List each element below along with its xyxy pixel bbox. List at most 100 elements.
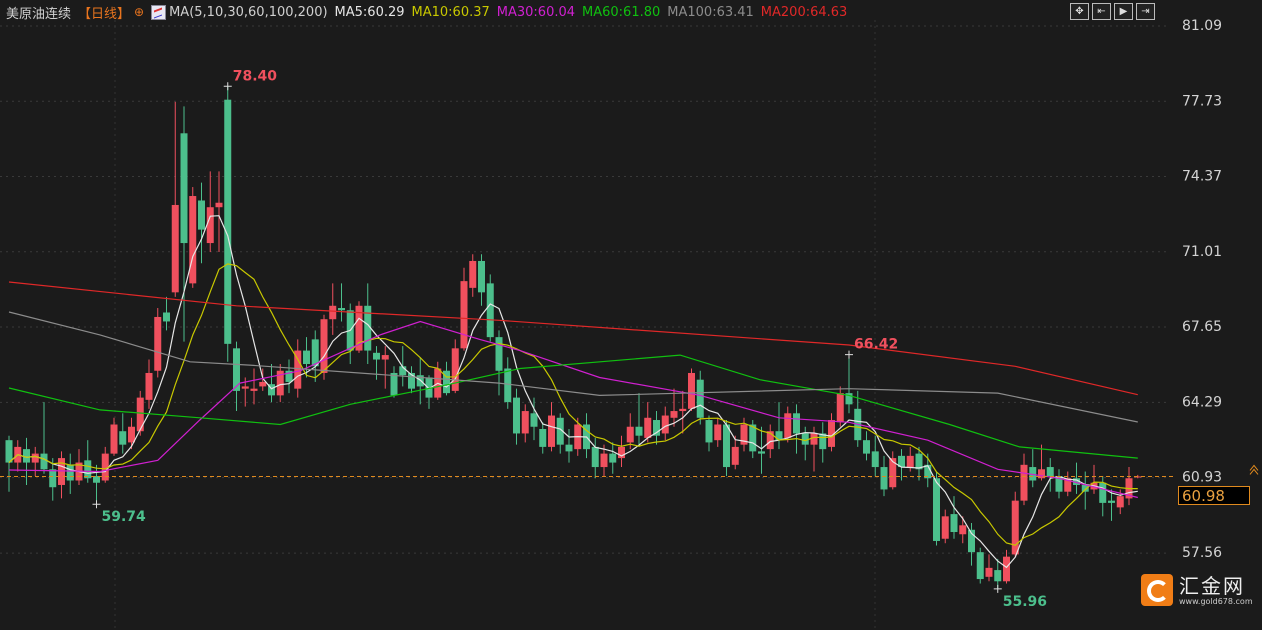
- period-selector[interactable]: 【日线】: [78, 6, 131, 22]
- candle: [985, 554, 993, 582]
- candle-body: [101, 453, 109, 481]
- candle-body: [521, 411, 529, 434]
- candle-body: [898, 455, 905, 468]
- play-step-icon[interactable]: ▶: [1114, 3, 1133, 20]
- candle-body: [775, 431, 783, 441]
- candle-body: [408, 372, 415, 389]
- candle: [714, 417, 722, 447]
- candle-body: [758, 451, 765, 454]
- ma30-value: MA30:60.04: [496, 4, 576, 20]
- candle: [1081, 471, 1089, 510]
- candle: [486, 274, 494, 342]
- extreme-label: 78.40: [233, 68, 278, 84]
- candle-body: [933, 478, 940, 541]
- candle-body: [469, 260, 477, 288]
- candle-body: [1020, 464, 1028, 501]
- candle-body: [495, 337, 503, 371]
- candle-body: [241, 386, 249, 389]
- crosshair-icon[interactable]: ⊕: [134, 5, 145, 19]
- candle-body: [1081, 484, 1089, 492]
- candle: [189, 187, 197, 288]
- candle: [276, 364, 284, 403]
- candle-body: [145, 372, 153, 400]
- candle-body: [565, 444, 573, 452]
- candle: [600, 444, 608, 477]
- candle-body: [950, 514, 958, 533]
- candle-body: [801, 433, 809, 445]
- candle: [58, 451, 65, 499]
- candle-body: [373, 352, 380, 360]
- crosshair-move-icon[interactable]: ✥: [1070, 3, 1089, 20]
- candle-body: [1011, 500, 1019, 555]
- candle: [75, 449, 83, 485]
- ma10-line: [8, 263, 1138, 546]
- candle-body: [486, 283, 494, 338]
- candle-body: [889, 458, 897, 488]
- candle: [268, 364, 275, 403]
- candle-body: [31, 453, 39, 463]
- candle-body: [626, 426, 634, 443]
- candle: [154, 308, 162, 378]
- candle: [889, 451, 897, 490]
- candle: [469, 254, 477, 297]
- candle-body: [548, 415, 555, 447]
- current-price-label: 60.98: [1178, 486, 1250, 505]
- candle: [49, 458, 57, 501]
- candle-body: [49, 469, 57, 488]
- candle-body: [58, 458, 65, 485]
- candle: [679, 390, 687, 434]
- candle-body: [478, 260, 485, 293]
- candle: [521, 404, 529, 443]
- candle-body: [1038, 469, 1045, 479]
- candle: [1090, 464, 1098, 494]
- candle-body: [399, 366, 407, 376]
- candle: [828, 413, 835, 452]
- candle-body: [320, 319, 328, 373]
- ma-indicator-icon[interactable]: [151, 4, 167, 20]
- candle-body: [250, 388, 258, 391]
- candle-body: [329, 305, 337, 320]
- candle: [171, 101, 179, 297]
- candle-body: [976, 552, 984, 580]
- candle-body: [714, 424, 722, 441]
- candle-body: [556, 417, 564, 445]
- candle: [941, 509, 949, 544]
- jump-latest-icon[interactable]: ⇥: [1136, 3, 1155, 20]
- candle: [180, 106, 188, 342]
- candle-body: [959, 525, 967, 535]
- candle: [40, 402, 48, 474]
- candle-body: [259, 381, 267, 387]
- ma-params[interactable]: MA(5,10,30,60,100,200): [169, 4, 328, 20]
- candle-body: [941, 516, 949, 539]
- candle-body: [1073, 478, 1080, 485]
- candle-body: [994, 570, 1002, 582]
- candle: [863, 431, 870, 461]
- candle: [731, 435, 739, 470]
- candle-body: [740, 424, 748, 445]
- candle-body: [766, 431, 774, 450]
- candle: [320, 314, 328, 380]
- fit-range-icon[interactable]: ⇤: [1092, 3, 1111, 20]
- candle: [443, 361, 450, 396]
- chart-toolbar: ✥ ⇤ ▶ ⇥: [1070, 3, 1155, 20]
- candle-body: [171, 204, 179, 293]
- candle: [854, 390, 862, 447]
- candle-body: [679, 408, 687, 412]
- candle: [793, 404, 800, 454]
- candle-body: [600, 453, 608, 468]
- extreme-marker: [223, 82, 232, 91]
- candle: [504, 357, 512, 409]
- candle: [696, 370, 704, 425]
- candle: [871, 435, 879, 477]
- candle-body: [1046, 467, 1054, 477]
- candle-body: [224, 99, 232, 344]
- candle-body: [513, 397, 520, 434]
- candle-body: [1003, 556, 1010, 582]
- candle: [758, 426, 765, 474]
- candle: [836, 386, 844, 427]
- candle: [1108, 489, 1115, 521]
- candle-body: [1029, 467, 1037, 481]
- candle: [495, 330, 503, 396]
- candle-body: [723, 424, 730, 468]
